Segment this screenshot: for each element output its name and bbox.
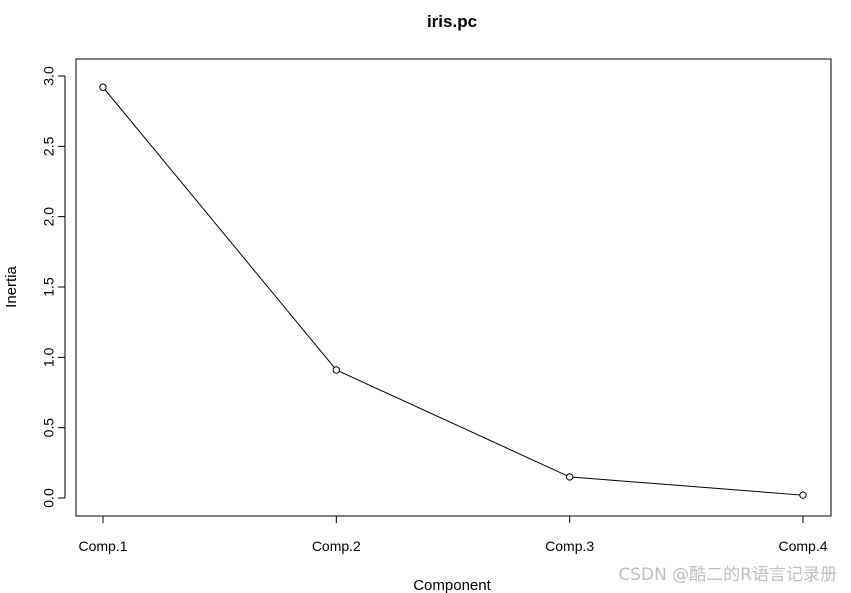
x-tick-label: Comp.1 (78, 538, 127, 554)
chart-title: iris.pc (427, 12, 477, 31)
x-axis-label: Component (413, 577, 491, 593)
x-tick-label: Comp.3 (545, 538, 594, 554)
plot-frame (75, 58, 832, 517)
y-tick-label: 2.5 (41, 136, 57, 156)
y-axis: 0.0 0.5 1.0 1.5 2.0 2.5 3.0 (41, 66, 66, 508)
data-point (565, 473, 574, 481)
y-tick-label: 0.5 (41, 418, 57, 438)
y-tick-label: 0.0 (41, 488, 57, 508)
y-tick-label: 1.5 (41, 277, 57, 297)
y-tick-label: 2.0 (41, 207, 57, 227)
series-line (99, 83, 807, 499)
y-axis-label: Inertia (3, 266, 20, 308)
x-axis: Comp.1 Comp.2 Comp.3 Comp.4 (78, 515, 828, 554)
watermark: CSDN @酷二的R语言记录册 (618, 565, 837, 585)
y-tick-label: 3.0 (41, 66, 57, 86)
x-tick-label: Comp.4 (778, 538, 827, 554)
data-point (99, 83, 107, 91)
series-polyline (102, 86, 804, 496)
data-point (799, 491, 807, 499)
x-tick-label: Comp.2 (312, 538, 361, 554)
y-tick-label: 1.0 (41, 347, 57, 367)
data-point (332, 366, 341, 374)
